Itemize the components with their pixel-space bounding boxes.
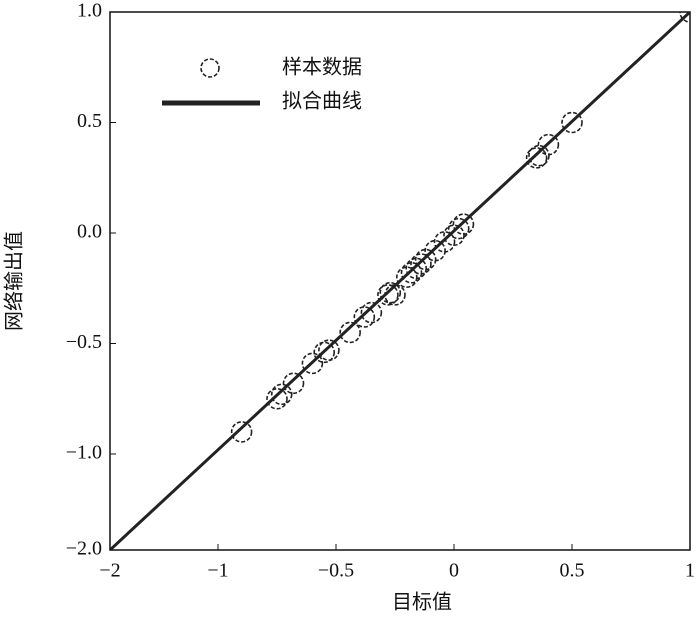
sample-point [377,284,399,306]
y-tick-label: −1.0 [66,442,102,464]
sample-point [433,231,456,253]
sample-point [414,248,437,271]
sample-point [410,253,432,275]
x-tick-label: 0 [449,560,459,582]
sample-point [282,372,305,395]
sample-point [528,144,550,167]
y-tick-label: −2.0 [66,538,102,560]
y-tick-label: 1.0 [77,0,102,22]
sample-point [424,239,446,262]
fit-line [110,12,690,550]
sample-point [561,111,583,134]
sample-point [339,321,361,344]
sample-point [400,261,423,284]
sample-point [395,266,418,289]
x-tick-label: 1 [685,560,695,582]
sample-point [452,213,475,235]
x-tick-label: −0.5 [318,560,354,582]
sample-point [318,339,340,361]
sample-point [313,341,336,364]
legend-label: 拟合曲线 [282,90,362,113]
y-tick-label: 0.5 [77,110,102,132]
sample-point [405,257,428,280]
sample-point [301,352,324,375]
x-tick-label: 0.5 [560,560,585,582]
sample-point [537,133,560,156]
legend-marker [200,58,220,78]
y-axis-label: 网络输出值 [3,231,26,331]
sample-point [230,421,253,443]
sample-point [270,383,293,406]
y-tick-label: −0.5 [66,331,102,353]
plot-area [110,12,690,550]
sample-point [447,217,470,240]
sample-point [266,387,288,410]
sample-point [360,301,383,324]
sample-point [384,284,406,306]
y-tick-label: 0.0 [77,221,102,243]
plot-frame [109,11,691,551]
x-axis-label: 目标值 [392,591,452,614]
x-tick-label: −1 [207,560,228,582]
legend-label: 样本数据 [282,56,362,79]
sample-point [525,147,548,169]
sample-point [353,306,376,328]
sample-point [379,281,402,304]
x-tick-label: −2 [99,560,120,582]
sample-point [443,224,465,247]
